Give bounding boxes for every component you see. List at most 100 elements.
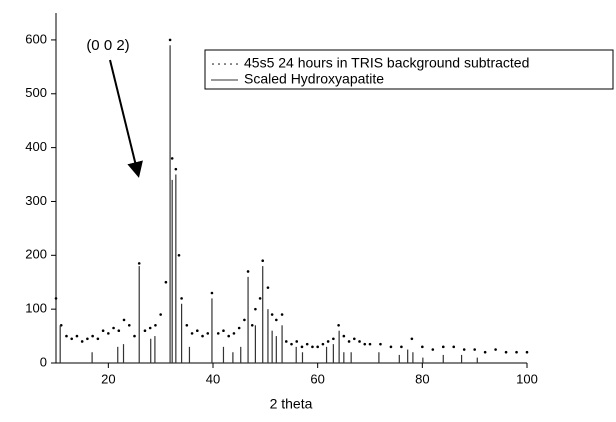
data-point xyxy=(210,291,214,295)
data-point xyxy=(326,340,330,343)
data-point xyxy=(332,337,335,341)
legend-label: Scaled Hydroxyapatite xyxy=(244,71,384,87)
data-point xyxy=(174,167,178,171)
legend-swatch xyxy=(224,63,226,65)
data-point xyxy=(91,334,94,338)
data-point xyxy=(525,350,529,354)
data-point xyxy=(168,38,172,42)
data-point xyxy=(232,332,236,335)
data-point xyxy=(337,324,340,327)
data-point xyxy=(421,345,424,349)
data-point xyxy=(190,332,194,335)
data-point xyxy=(143,329,147,332)
data-point xyxy=(96,337,100,341)
data-point xyxy=(185,324,189,327)
data-point xyxy=(243,318,246,322)
data-point xyxy=(177,254,181,257)
data-point xyxy=(75,334,79,338)
y-tick-label: 300 xyxy=(25,193,47,208)
data-point xyxy=(261,259,265,262)
data-point xyxy=(101,329,105,332)
y-tick-label: 100 xyxy=(25,301,47,316)
data-point xyxy=(196,329,199,332)
data-point xyxy=(410,337,414,341)
data-point xyxy=(358,340,361,343)
data-point xyxy=(300,345,304,349)
data-point xyxy=(137,262,141,265)
data-point xyxy=(441,345,445,349)
data-point xyxy=(258,297,262,300)
data-point xyxy=(80,340,84,343)
data-point xyxy=(246,270,250,273)
data-point xyxy=(368,342,372,346)
x-tick-label: 20 xyxy=(101,371,115,386)
data-point xyxy=(122,318,126,322)
x-tick-label: 40 xyxy=(206,371,220,386)
x-tick-label: 100 xyxy=(516,371,538,386)
data-point xyxy=(515,350,518,354)
data-point xyxy=(452,345,456,349)
data-point xyxy=(379,342,382,346)
data-point xyxy=(117,329,121,332)
data-point xyxy=(164,280,168,284)
data-point xyxy=(54,297,58,300)
data-point xyxy=(284,340,288,343)
annotation-arrow xyxy=(109,59,143,178)
data-point xyxy=(266,286,270,289)
y-tick-label: 400 xyxy=(25,139,47,154)
data-point xyxy=(321,342,325,346)
data-point xyxy=(316,345,319,349)
data-point xyxy=(250,324,254,327)
data-point xyxy=(347,340,351,343)
legend-box xyxy=(204,49,614,90)
data-point xyxy=(473,348,476,351)
legend-swatch xyxy=(212,63,214,65)
data-point xyxy=(127,324,131,327)
data-point xyxy=(504,350,508,354)
legend-swatch xyxy=(230,63,232,65)
data-point xyxy=(363,342,367,346)
data-point xyxy=(216,332,220,335)
data-point xyxy=(86,337,89,341)
data-point xyxy=(270,313,274,316)
data-point xyxy=(295,340,299,343)
data-point xyxy=(107,332,110,335)
data-point xyxy=(280,313,284,316)
x-tick-label: 80 xyxy=(415,371,429,386)
x-tick-label: 60 xyxy=(310,371,324,386)
data-point xyxy=(206,332,210,335)
data-point xyxy=(154,324,157,327)
data-point xyxy=(342,334,346,338)
data-point xyxy=(159,313,162,316)
data-point xyxy=(70,337,73,341)
data-point xyxy=(180,297,183,300)
y-tick-label: 600 xyxy=(25,31,47,46)
data-point xyxy=(389,345,393,349)
data-point xyxy=(311,345,314,349)
y-tick-label: 500 xyxy=(25,85,47,100)
data-point xyxy=(275,318,278,322)
data-point xyxy=(494,348,497,351)
y-tick-label: 0 xyxy=(40,354,47,369)
x-axis-label: 2 theta xyxy=(270,396,313,412)
data-point xyxy=(483,350,487,354)
data-point xyxy=(237,326,241,330)
data-point xyxy=(431,348,435,351)
data-point xyxy=(65,334,68,338)
data-point xyxy=(290,342,293,346)
data-point xyxy=(112,326,115,330)
y-tick-label: 200 xyxy=(25,247,47,262)
data-point xyxy=(133,334,136,338)
annotation: (0 0 2) xyxy=(86,37,129,54)
data-point xyxy=(222,329,225,332)
data-point xyxy=(305,342,309,346)
data-point xyxy=(148,326,152,330)
data-point xyxy=(227,334,230,338)
data-point xyxy=(462,348,466,351)
data-point xyxy=(353,337,356,341)
legend-label: 45s5 24 hours in TRIS background subtrac… xyxy=(244,55,529,71)
legend-swatch xyxy=(236,63,238,65)
data-point xyxy=(254,307,257,311)
data-point xyxy=(201,334,204,338)
